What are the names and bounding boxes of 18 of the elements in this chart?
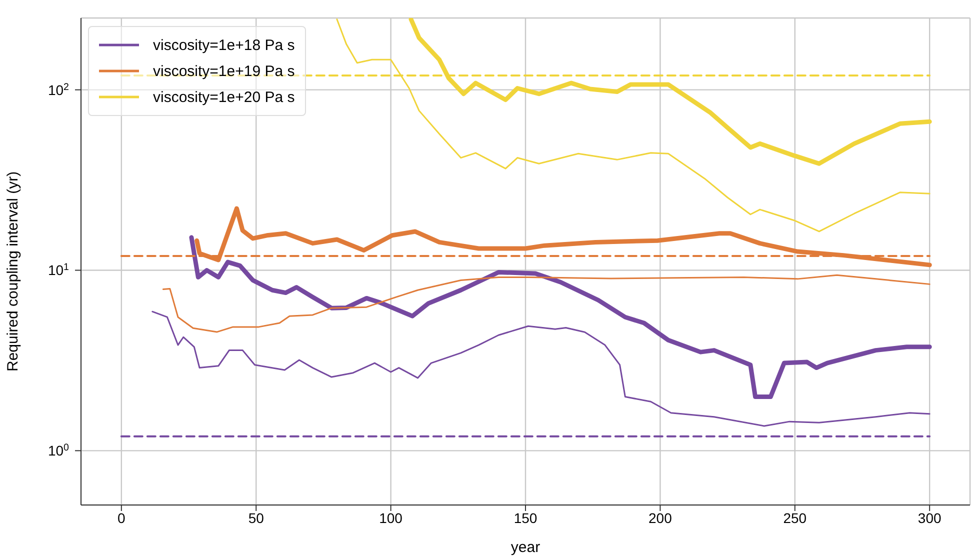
legend-label: viscosity=1e+20 Pa s xyxy=(153,88,295,106)
y-tick-label: 10$^{0}$ xyxy=(48,442,70,459)
y-tick-label: 10$^{2}$ xyxy=(48,81,69,98)
line-series xyxy=(189,235,932,400)
legend-label: viscosity=1e+19 Pa s xyxy=(153,62,295,80)
line-series xyxy=(162,274,930,333)
x-tick-label: 150 xyxy=(514,510,538,526)
line-series xyxy=(152,310,930,427)
x-tick-label: 300 xyxy=(918,510,942,526)
x-tick-label: 250 xyxy=(783,510,807,526)
x-tick-label: 100 xyxy=(379,510,403,526)
legend-label: viscosity=1e+18 Pa s xyxy=(153,36,295,54)
x-tick-label: 0 xyxy=(118,510,126,526)
y-tick-label: 10$^{1}$ xyxy=(48,262,69,278)
x-tick-label: 200 xyxy=(648,510,672,526)
y-axis-title: Required coupling interval (yr) xyxy=(4,171,22,372)
x-axis-title: year xyxy=(510,539,540,556)
x-tick-label: 50 xyxy=(248,510,264,526)
